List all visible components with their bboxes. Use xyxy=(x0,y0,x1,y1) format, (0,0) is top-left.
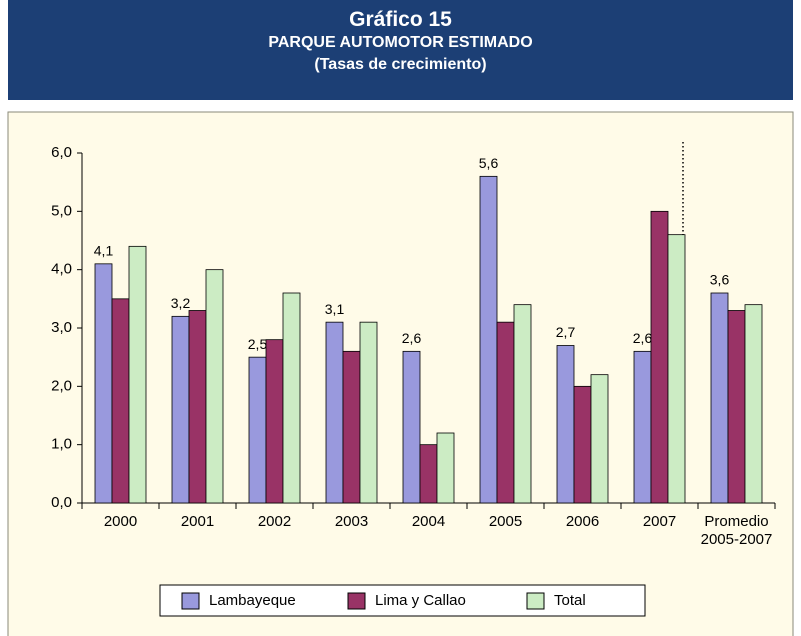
y-tick-label: 6,0 xyxy=(51,144,72,161)
bar xyxy=(248,356,267,504)
x-tick-label: 2006 xyxy=(565,513,600,530)
bar xyxy=(667,234,686,504)
data-label: 4,1 xyxy=(94,243,114,259)
x-tick-label: 2000 xyxy=(103,513,138,530)
bar xyxy=(710,292,729,504)
y-tick-label: 0,0 xyxy=(51,494,72,511)
y-tick-label: 2,0 xyxy=(51,377,72,394)
subtitle: PARQUE AUTOMOTOR ESTIMADO xyxy=(268,34,533,51)
y-tick-label: 3,0 xyxy=(51,319,72,336)
data-label: 2,6 xyxy=(402,330,422,346)
legend-swatch xyxy=(347,592,366,610)
bar xyxy=(402,350,421,504)
bar xyxy=(188,310,207,504)
bar xyxy=(359,321,378,504)
bar xyxy=(479,175,498,504)
bar xyxy=(265,339,284,504)
y-tick-label: 5,0 xyxy=(51,202,72,219)
title: Gráfico 15 xyxy=(349,8,452,31)
bar xyxy=(436,432,455,504)
x-tick-label: 2007 xyxy=(642,513,677,530)
x-tick-label: Promedio 2005-2007 xyxy=(700,513,773,548)
header: Gráfico 15 PARQUE AUTOMOTOR ESTIMADO (Ta… xyxy=(8,0,793,100)
bar xyxy=(419,444,438,504)
legend-label: Total xyxy=(554,592,586,609)
bar xyxy=(282,292,301,504)
data-label: 3,6 xyxy=(710,272,730,288)
bar xyxy=(573,385,592,504)
data-label: 5,6 xyxy=(479,155,499,171)
legend-box xyxy=(159,584,646,617)
bar xyxy=(128,245,147,504)
data-label: 3,2 xyxy=(171,295,191,311)
x-tick-label: 2001 xyxy=(180,513,215,530)
x-tick-label: 2005 xyxy=(488,513,523,530)
data-label: 2,5 xyxy=(248,336,268,352)
bar xyxy=(111,298,130,504)
data-label: 2,7 xyxy=(556,324,576,340)
bar xyxy=(556,345,575,504)
legend-swatch xyxy=(181,592,200,610)
bar xyxy=(650,210,669,504)
bar xyxy=(633,350,652,504)
y-tick-label: 1,0 xyxy=(51,436,72,453)
data-label: 3,1 xyxy=(325,301,345,317)
y-tick-label: 4,0 xyxy=(51,261,72,278)
data-label: 2,6 xyxy=(633,330,653,346)
bar xyxy=(727,310,746,504)
bar xyxy=(94,263,113,504)
bar xyxy=(744,304,763,504)
subtitle: (Tasas de crecimiento) xyxy=(314,56,487,73)
bar xyxy=(171,315,190,504)
bar xyxy=(325,321,344,504)
legend-swatch xyxy=(526,592,545,610)
x-tick-label: 2003 xyxy=(334,513,369,530)
bar xyxy=(513,304,532,504)
legend-label: Lambayeque xyxy=(209,592,296,609)
x-tick-label: 2004 xyxy=(411,513,446,530)
bar xyxy=(205,269,224,504)
legend-label: Lima y Callao xyxy=(375,592,466,609)
x-tick-label: 2002 xyxy=(257,513,292,530)
bar xyxy=(590,374,609,504)
bar xyxy=(342,350,361,504)
bar xyxy=(496,321,515,504)
